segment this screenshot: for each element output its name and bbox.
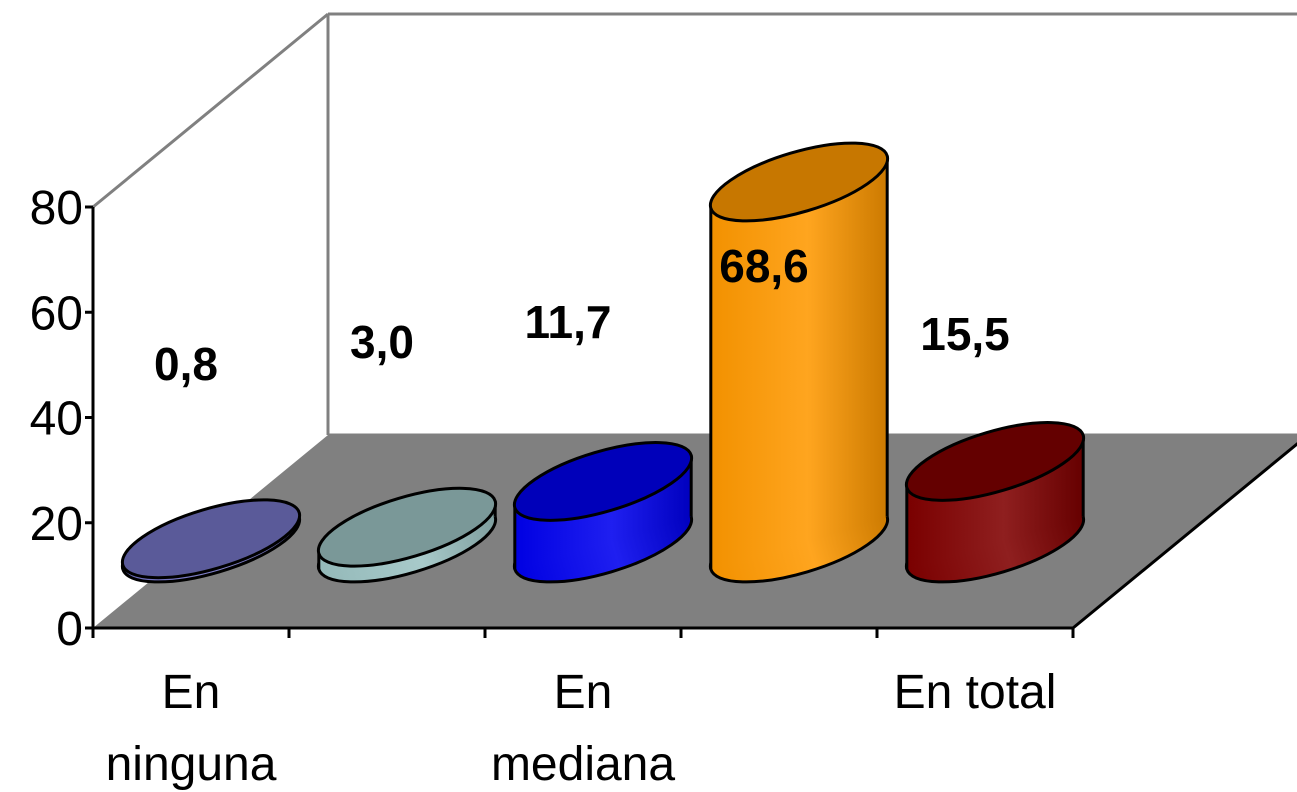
bar-top	[708, 141, 890, 223]
bar-top	[120, 498, 302, 580]
category-label: En mediana	[491, 666, 675, 791]
bar-top	[904, 421, 1086, 502]
floor-right-edge	[1072, 442, 1297, 630]
data-label: 3,0	[350, 316, 414, 368]
y-tick-label: 20	[30, 498, 83, 551]
wall-top-edge	[92, 12, 329, 209]
bar	[904, 421, 1086, 584]
bar	[120, 498, 302, 584]
data-label: 11,7	[525, 296, 612, 348]
data-label: 15,5	[920, 308, 1010, 360]
bar	[512, 441, 694, 584]
data-label: 68,6	[719, 240, 809, 292]
y-tick-label: 40	[30, 393, 83, 446]
bar	[708, 141, 890, 584]
data-labels: 0,8 3,0 11,7 68,6 15,5	[154, 240, 1010, 390]
bars	[120, 141, 1086, 584]
bar	[316, 486, 498, 584]
chart-frame	[92, 12, 1297, 435]
category-label: En ninguna	[106, 666, 277, 791]
value-axis: 0 20 40 60 80	[30, 182, 95, 656]
data-label: 0,8	[154, 338, 218, 390]
bar-top	[512, 441, 694, 522]
category-label: En total	[894, 666, 1057, 719]
bar-body	[710, 155, 888, 570]
y-tick-label: 60	[30, 287, 83, 340]
y-tick-label: 80	[30, 182, 83, 235]
y-tick-label: 0	[56, 603, 83, 656]
bar-top	[316, 486, 498, 568]
category-axis: En ninguna En mediana En total	[91, 626, 1075, 791]
